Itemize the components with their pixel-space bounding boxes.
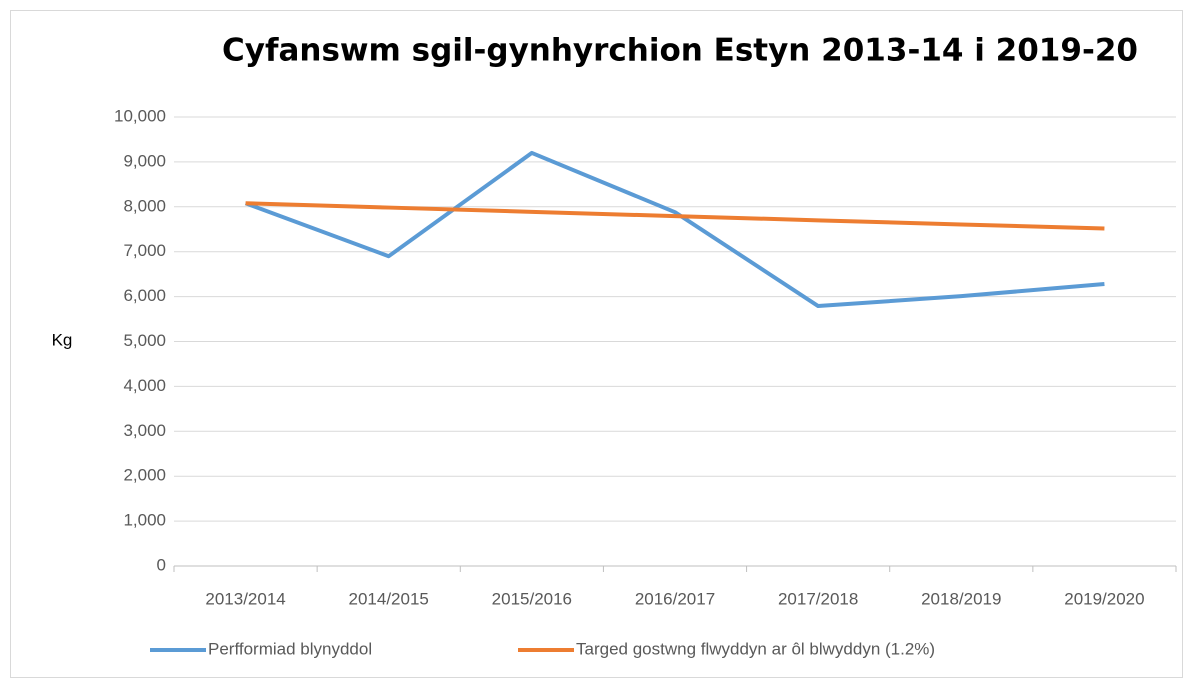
y-tick-label: 3,000 [123, 421, 166, 440]
y-tick-label: 5,000 [123, 331, 166, 350]
chart-border [10, 10, 1183, 678]
series-line [245, 201, 1105, 231]
y-tick-label: 4,000 [123, 376, 166, 395]
x-tick-label: 2016/2017 [635, 589, 715, 608]
chart-title: Cyfanswm sgil-gynhyrchion Estyn 2013-14 … [222, 33, 1138, 69]
y-tick-label: 10,000 [114, 106, 166, 125]
legend-label: Perfformiad blynyddol [208, 639, 372, 658]
y-tick-label: 7,000 [123, 241, 166, 260]
x-tick-label: 2013/2014 [205, 589, 285, 608]
y-tick-label: 8,000 [123, 196, 166, 215]
x-tick-label: 2018/2019 [921, 589, 1001, 608]
y-tick-label: 6,000 [123, 286, 166, 305]
x-tick-label: 2015/2016 [492, 589, 572, 608]
x-tick-label: 2014/2015 [349, 589, 429, 608]
x-tick-label: 2017/2018 [778, 589, 858, 608]
series-line [244, 150, 1105, 309]
y-tick-label: 2,000 [123, 466, 166, 485]
y-tick-label: 0 [157, 555, 166, 574]
legend-label: Targed gostwng flwyddyn ar ôl blwyddyn (… [576, 639, 935, 658]
y-tick-label: 9,000 [123, 151, 166, 170]
y-tick-label: 1,000 [123, 511, 166, 530]
x-tick-label: 2019/2020 [1064, 589, 1144, 608]
y-axis-label: Kg [52, 330, 73, 349]
